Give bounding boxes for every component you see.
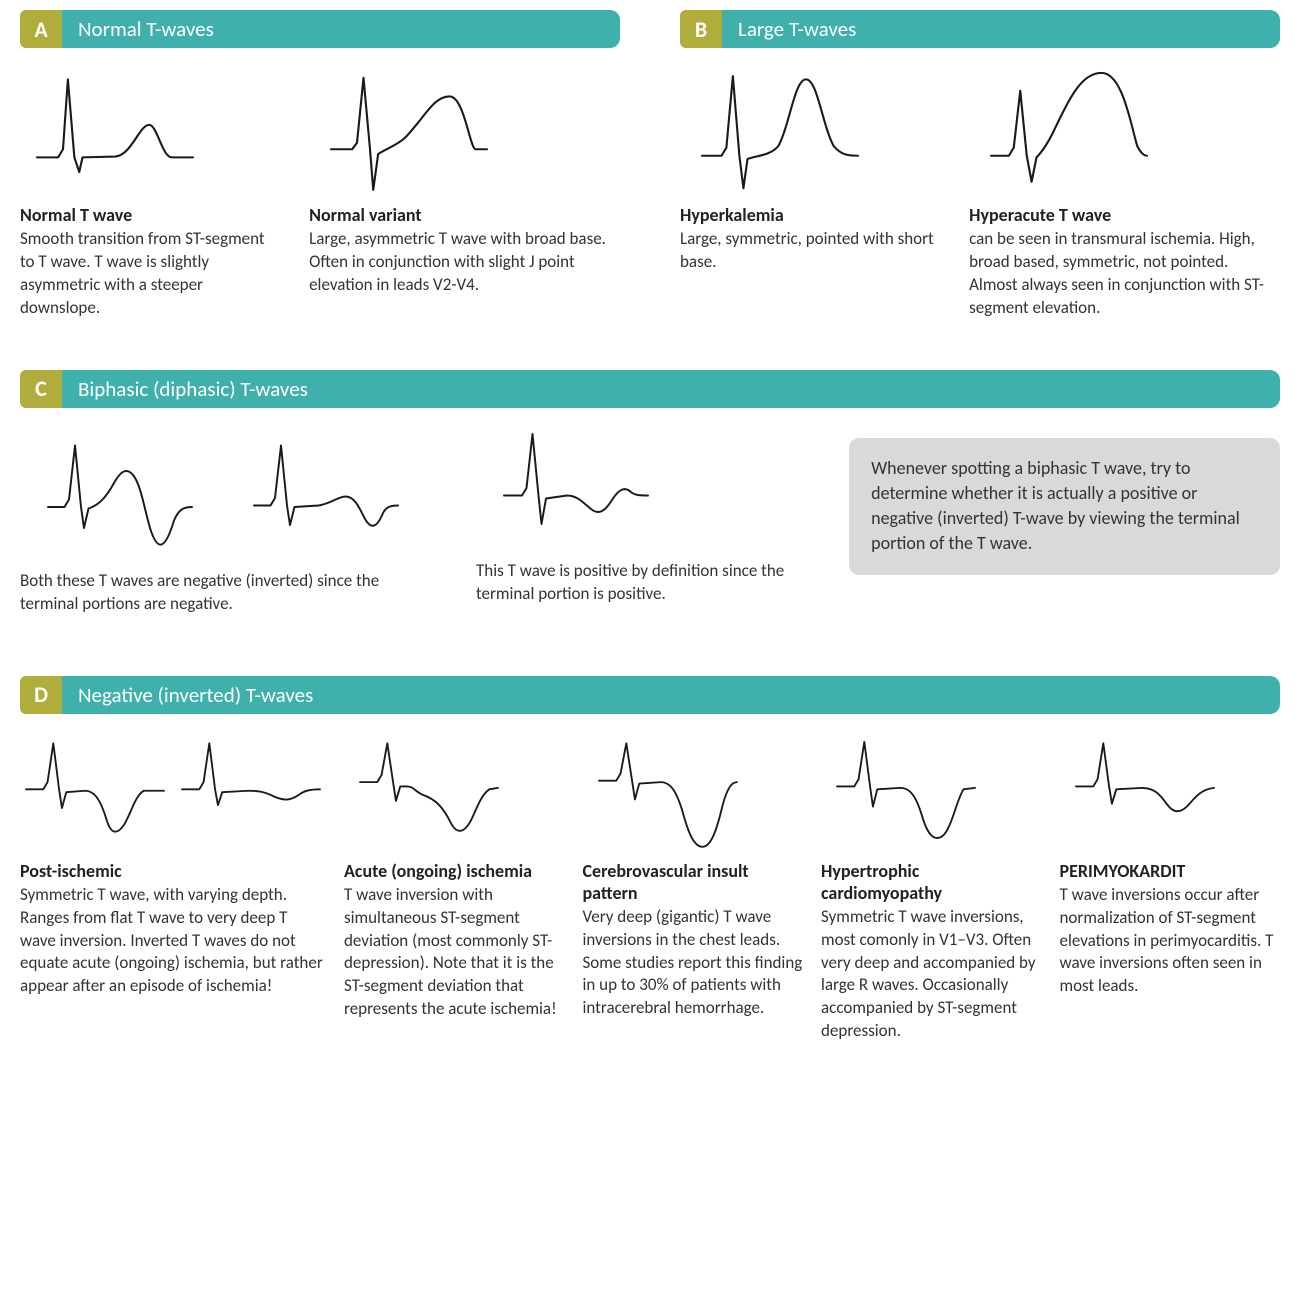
a-wave-0 — [20, 68, 279, 198]
a-item-0: Normal T wave Smooth transition from ST-… — [20, 68, 279, 320]
d-item-0: Post-ischemic Symmetric T wave, with var… — [20, 734, 326, 999]
section-b-items: Hyperkalemia Large, symmetric, pointed w… — [680, 68, 1280, 320]
section-c-title: Biphasic (diphasic) T-waves — [62, 370, 1280, 408]
a-item-0-body: Smooth transition from ST-segment to T w… — [20, 228, 279, 320]
c-col-left: Both these T waves are negative (inverte… — [20, 428, 426, 616]
row-ab: A Normal T-waves Normal T wave Smooth tr… — [20, 10, 1280, 320]
section-b: B Large T-waves Hyperkalemia Large, symm… — [680, 10, 1280, 320]
d-wave-3 — [821, 734, 1042, 854]
section-b-header: B Large T-waves — [680, 10, 1280, 48]
d-item-0-title: Post-ischemic — [20, 860, 326, 882]
d-wave-2 — [583, 734, 804, 854]
section-a-letter: A — [20, 10, 62, 48]
d-item-3-body: Symmetric T wave inversions, most comonl… — [821, 906, 1042, 1044]
c-left-caption: Both these T waves are negative (inverte… — [20, 570, 426, 616]
section-c-letter: C — [20, 370, 62, 408]
b-item-0-body: Large, symmetric, pointed with short bas… — [680, 228, 939, 274]
c-note-wrap: Whenever spotting a biphasic T wave, try… — [849, 438, 1280, 575]
section-c-items: Both these T waves are negative (inverte… — [20, 428, 1280, 616]
b-wave-0 — [680, 68, 939, 198]
b-wave-1 — [969, 68, 1280, 198]
section-a: A Normal T-waves Normal T wave Smooth tr… — [20, 10, 620, 320]
section-c-header: C Biphasic (diphasic) T-waves — [20, 370, 1280, 408]
d-item-1-body: T wave inversion with simultaneous ST-se… — [344, 884, 565, 1022]
section-b-letter: B — [680, 10, 722, 48]
d-item-4-body: T wave inversions occur after normalizat… — [1060, 884, 1281, 999]
d-wave-4 — [1060, 734, 1281, 854]
a-wave-1 — [309, 68, 620, 198]
section-d-title: Negative (inverted) T-waves — [62, 676, 1280, 714]
section-a-items: Normal T wave Smooth transition from ST-… — [20, 68, 620, 320]
d-item-1-title: Acute (ongoing) ischemia — [344, 860, 565, 882]
section-d-header: D Negative (inverted) T-waves — [20, 676, 1280, 714]
section-c: C Biphasic (diphasic) T-waves Both these… — [20, 370, 1280, 616]
c-note: Whenever spotting a biphasic T wave, try… — [849, 438, 1280, 575]
d-item-3: Hypertrophic cardiomyopathy Symmetric T … — [821, 734, 1042, 1044]
d-wave-1 — [344, 734, 565, 854]
section-d: D Negative (inverted) T-waves Post-ische… — [20, 676, 1280, 1044]
d-item-1: Acute (ongoing) ischemia T wave inversio… — [344, 734, 565, 1022]
a-item-1-title: Normal variant — [309, 204, 620, 226]
a-item-1: Normal variant Large, asymmetric T wave … — [309, 68, 620, 297]
c-wave-left-pair — [20, 428, 426, 558]
d-item-4: PERIMYOKARDIT T wave inversions occur af… — [1060, 734, 1281, 999]
c-mid-caption: This T wave is positive by definition si… — [476, 560, 799, 606]
d-item-2: Cerebrovascular insult pattern Very deep… — [583, 734, 804, 1021]
section-a-title: Normal T-waves — [62, 10, 620, 48]
b-item-1-title: Hyperacute T wave — [969, 204, 1280, 226]
d-item-2-title: Cerebrovascular insult pattern — [583, 860, 804, 904]
d-item-0-body: Symmetric T wave, with varying depth. Ra… — [20, 884, 326, 999]
d-item-4-title: PERIMYOKARDIT — [1060, 860, 1281, 882]
b-item-1-body: can be seen in transmural ischemia. High… — [969, 228, 1280, 320]
section-a-header: A Normal T-waves — [20, 10, 620, 48]
d-wave-0-pair — [20, 734, 326, 854]
c-wave-mid — [476, 428, 799, 548]
a-item-0-title: Normal T wave — [20, 204, 279, 226]
b-item-0: Hyperkalemia Large, symmetric, pointed w… — [680, 68, 939, 274]
section-d-items: Post-ischemic Symmetric T wave, with var… — [20, 734, 1280, 1044]
b-item-1: Hyperacute T wave can be seen in transmu… — [969, 68, 1280, 320]
c-col-mid: This T wave is positive by definition si… — [476, 428, 799, 606]
a-item-1-body: Large, asymmetric T wave with broad base… — [309, 228, 620, 297]
section-b-title: Large T-waves — [722, 10, 1280, 48]
section-d-letter: D — [20, 676, 62, 714]
d-item-3-title: Hypertrophic cardiomyopathy — [821, 860, 1042, 904]
b-item-0-title: Hyperkalemia — [680, 204, 939, 226]
d-item-2-body: Very deep (gigantic) T wave inversions i… — [583, 906, 804, 1021]
